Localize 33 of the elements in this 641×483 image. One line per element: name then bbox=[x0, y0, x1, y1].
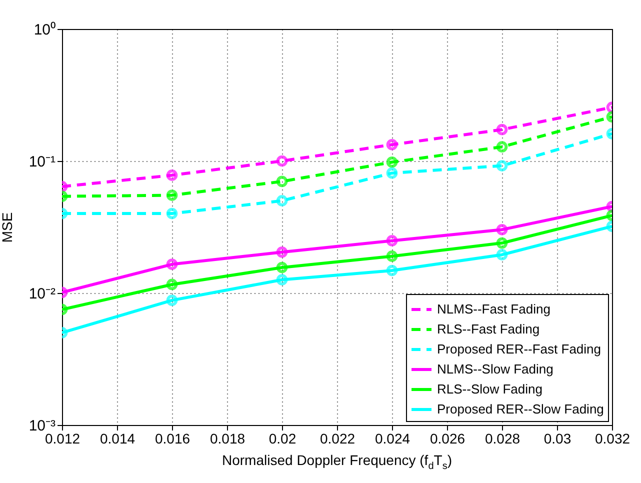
point bbox=[386, 264, 398, 276]
x-tick-label: 0.028 bbox=[484, 430, 520, 446]
point bbox=[276, 246, 288, 258]
legend-label: RLS--Fast Fading bbox=[437, 322, 540, 336]
x-axis-title: Normalised Doppler Frequency (f$_{d}$T$_{s}$) bbox=[221, 452, 453, 472]
x-tick-label: 0.014 bbox=[100, 430, 136, 446]
point bbox=[276, 274, 288, 286]
point bbox=[386, 156, 398, 168]
x-tick-label: 0.018 bbox=[210, 430, 246, 446]
x-tick-label: 0.016 bbox=[154, 430, 190, 446]
x-tick-label: 0.024 bbox=[374, 430, 410, 446]
point bbox=[386, 138, 398, 150]
y-tick-label: 10⁻¹ bbox=[28, 154, 56, 170]
point bbox=[386, 167, 398, 179]
legend-label: Proposed RER--Slow Fading bbox=[437, 402, 604, 416]
x-tick-label: 0.032 bbox=[594, 430, 630, 446]
point bbox=[386, 235, 398, 246]
y-tick-label: 10⁰ bbox=[34, 22, 56, 38]
point bbox=[386, 250, 398, 262]
point bbox=[276, 262, 288, 274]
x-tick-label: 0.022 bbox=[320, 430, 356, 446]
point bbox=[276, 155, 288, 167]
legend-label: NLMS--Slow Fading bbox=[437, 362, 554, 376]
legend-label: NLMS--Fast Fading bbox=[437, 302, 550, 316]
y-tick-label: 10⁻² bbox=[28, 286, 56, 302]
x-tick-label: 0.026 bbox=[430, 430, 466, 446]
x-tick-label: 0.03 bbox=[544, 430, 572, 446]
legend-label: RLS--Slow Fading bbox=[437, 382, 542, 396]
point bbox=[276, 176, 288, 188]
point bbox=[276, 195, 288, 206]
x-tick-label: 0.02 bbox=[268, 430, 296, 446]
y-axis-title: MSE bbox=[0, 212, 15, 243]
legend-label: Proposed RER--Fast Fading bbox=[437, 342, 602, 356]
